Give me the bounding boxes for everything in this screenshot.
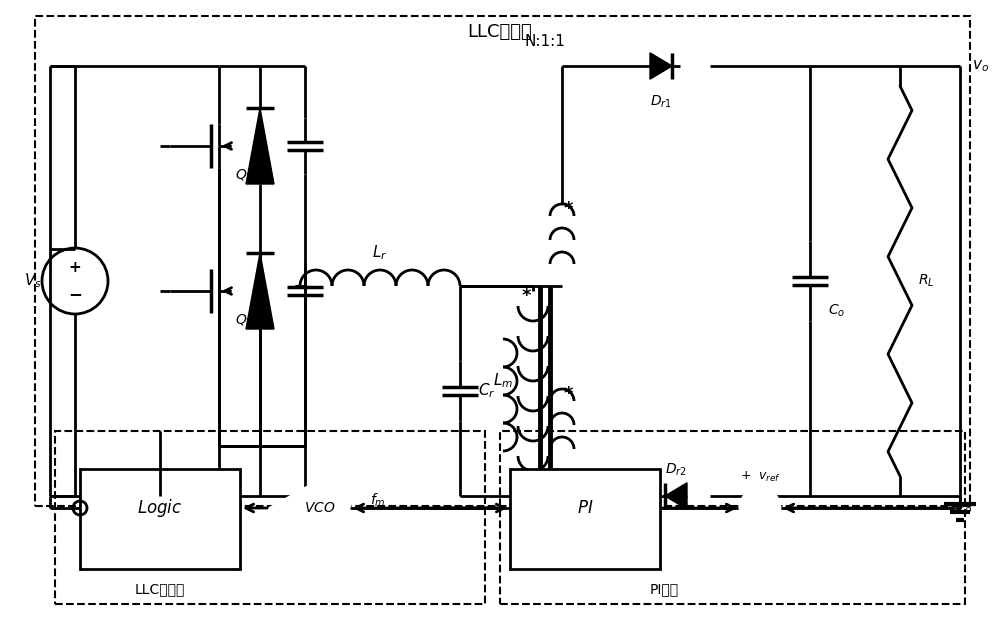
Text: *: * bbox=[564, 385, 574, 403]
Text: $Logic$: $Logic$ bbox=[137, 497, 183, 519]
Text: $C_o$: $C_o$ bbox=[828, 303, 845, 319]
Bar bbox=[500, 431, 965, 604]
Text: $Q_1$: $Q_1$ bbox=[235, 168, 253, 184]
Text: N:1:1: N:1:1 bbox=[525, 34, 565, 48]
Text: $V_s$: $V_s$ bbox=[24, 272, 42, 290]
Text: $L_m$: $L_m$ bbox=[493, 372, 513, 391]
Text: $PI$: $PI$ bbox=[577, 499, 593, 517]
Text: $-$: $-$ bbox=[722, 501, 735, 515]
Bar bbox=[35, 16, 970, 506]
Text: $D_{r1}$: $D_{r1}$ bbox=[650, 94, 672, 110]
Text: $v_o$: $v_o$ bbox=[955, 500, 972, 516]
Text: LLC控制器: LLC控制器 bbox=[135, 582, 185, 596]
Text: $VCO$: $VCO$ bbox=[304, 501, 336, 515]
Circle shape bbox=[740, 488, 780, 528]
Polygon shape bbox=[246, 253, 274, 329]
Bar bbox=[80, 469, 240, 569]
Text: PI调节: PI调节 bbox=[650, 582, 679, 596]
Text: $f_m$: $f_m$ bbox=[370, 491, 386, 509]
Text: $C_r$: $C_r$ bbox=[478, 382, 496, 401]
Text: *: * bbox=[564, 200, 574, 218]
Text: $Q_2$: $Q_2$ bbox=[235, 313, 253, 329]
Text: LLC主电路: LLC主电路 bbox=[468, 23, 532, 41]
Bar bbox=[55, 431, 485, 604]
Text: $D_{r2}$: $D_{r2}$ bbox=[665, 461, 687, 478]
Text: −: − bbox=[68, 285, 82, 303]
Polygon shape bbox=[665, 483, 687, 509]
Polygon shape bbox=[246, 108, 274, 184]
Polygon shape bbox=[650, 53, 672, 80]
Text: $v_o$: $v_o$ bbox=[972, 58, 989, 74]
Text: $R_L$: $R_L$ bbox=[918, 273, 934, 289]
Text: $L_r$: $L_r$ bbox=[372, 244, 388, 262]
Text: +  $v_{ref}$: + $v_{ref}$ bbox=[740, 470, 780, 484]
Bar bbox=[510, 469, 660, 569]
Polygon shape bbox=[270, 463, 350, 553]
Text: +: + bbox=[69, 260, 81, 275]
Text: *: * bbox=[522, 287, 531, 305]
